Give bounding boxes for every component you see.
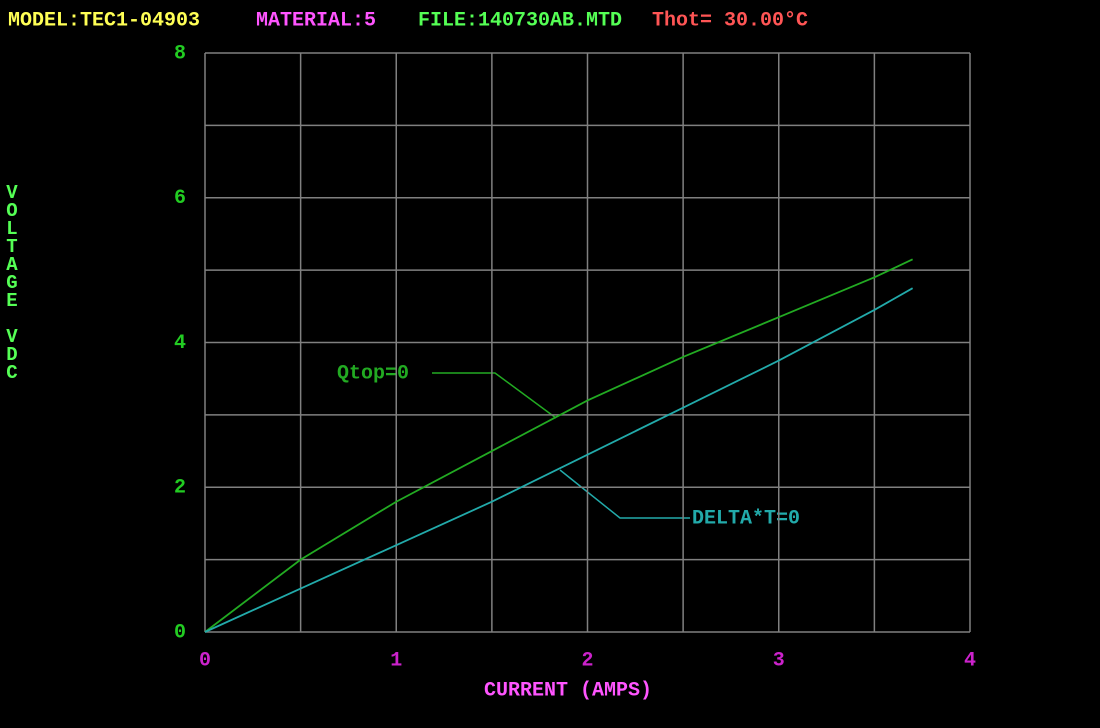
series-line: [204, 258, 914, 633]
y-tick-label: 2: [174, 477, 186, 500]
x-tick-label: 4: [964, 649, 976, 672]
leader-line: [559, 469, 690, 519]
series-annotation: DELTA*T=0: [692, 507, 800, 530]
x-tick-label: 0: [199, 649, 211, 672]
material-label: MATERIAL:5: [256, 9, 376, 32]
leader-line: [432, 372, 557, 419]
series-annotation: Qtop=0: [337, 362, 409, 385]
y-tick-label: 0: [174, 621, 186, 644]
file-label: FILE:140730AB.MTD: [418, 9, 622, 32]
y-tick-label: 6: [174, 187, 186, 210]
y-axis-label: VOLTAGE VDC: [1, 182, 23, 380]
series-line: [204, 287, 914, 633]
thot-label: Thot= 30.00°C: [652, 9, 808, 32]
x-tick-label: 3: [773, 649, 785, 672]
model-label: MODEL:TEC1-04903: [8, 9, 200, 32]
y-tick-label: 4: [174, 332, 186, 355]
x-tick-label: 1: [390, 649, 402, 672]
x-axis-label: CURRENT (AMPS): [484, 679, 652, 702]
x-tick-label: 2: [581, 649, 593, 672]
y-tick-label: 8: [174, 42, 186, 65]
